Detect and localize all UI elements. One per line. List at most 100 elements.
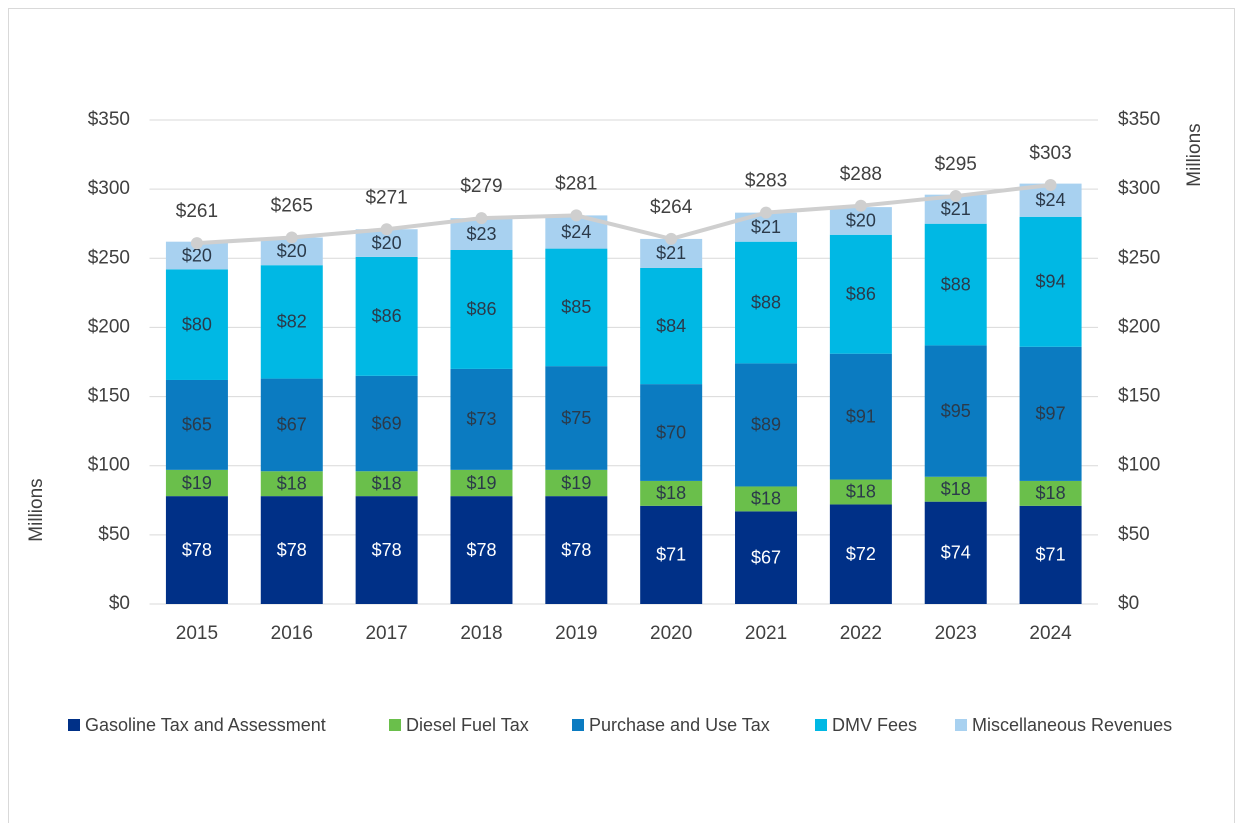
- total-marker: [1044, 178, 1057, 191]
- y2-tick-label: $300: [1118, 178, 1160, 199]
- bar-segment: [829, 234, 892, 354]
- data-label: $20: [182, 245, 212, 265]
- x-tick-label: 2017: [365, 623, 407, 644]
- data-label: $86: [846, 284, 876, 304]
- y-tick-label: $200: [88, 316, 130, 337]
- bar-segment: [640, 505, 703, 604]
- data-label: $82: [277, 312, 307, 332]
- bar-segment: [355, 375, 418, 472]
- bar-segment: [924, 223, 987, 346]
- x-tick-label: 2020: [650, 623, 692, 644]
- y-tick-label: $50: [98, 524, 130, 545]
- bar-segment: [735, 486, 798, 512]
- bar-segment: [450, 249, 513, 369]
- x-tick-label: 2022: [840, 623, 882, 644]
- legend-label: Gasoline Tax and Assessment: [85, 715, 326, 735]
- bar-segment: [450, 469, 513, 497]
- legend-swatch: [572, 719, 584, 731]
- bar-segment: [924, 345, 987, 477]
- data-label: $18: [1036, 483, 1066, 503]
- bar-segment: [640, 384, 703, 481]
- bar-segment: [735, 241, 798, 364]
- data-label: $85: [561, 297, 591, 317]
- bar-segment: [165, 269, 228, 380]
- total-marker: [475, 212, 488, 225]
- data-label: $78: [561, 540, 591, 560]
- data-label: $89: [751, 415, 781, 435]
- data-label: $94: [1036, 272, 1066, 292]
- data-label: $78: [466, 540, 496, 560]
- bar-segment: [165, 379, 228, 470]
- data-label: $69: [372, 413, 402, 433]
- data-label: $78: [182, 540, 212, 560]
- y2-axis-title: Millions: [1184, 123, 1205, 186]
- total-marker: [854, 199, 867, 212]
- total-label: $271: [365, 187, 407, 208]
- data-label: $80: [182, 314, 212, 334]
- legend-swatch: [955, 719, 967, 731]
- x-tick-label: 2016: [271, 623, 313, 644]
- data-label: $19: [466, 473, 496, 493]
- data-label: $86: [372, 306, 402, 326]
- bar-segment: [545, 248, 608, 367]
- bar-segment: [165, 469, 228, 497]
- bar-segment: [640, 267, 703, 385]
- data-label: $24: [1036, 190, 1066, 210]
- bar-segment: [735, 511, 798, 604]
- legend-label: Purchase and Use Tax: [589, 715, 770, 735]
- legend-swatch: [68, 719, 80, 731]
- legend-label: Miscellaneous Revenues: [972, 715, 1172, 735]
- data-label: $20: [277, 241, 307, 261]
- bar-segment: [450, 368, 513, 470]
- bar-segment: [829, 479, 892, 505]
- y-tick-label: $350: [88, 109, 130, 130]
- x-tick-label: 2024: [1029, 623, 1072, 644]
- data-label: $65: [182, 415, 212, 435]
- bar-segment: [1019, 505, 1082, 604]
- data-label: $18: [372, 473, 402, 493]
- total-line: [196, 183, 1051, 246]
- total-label: $283: [745, 171, 787, 192]
- y2-tick-label: $100: [1118, 455, 1160, 476]
- data-label: $20: [372, 233, 402, 253]
- y2-tick-label: $150: [1118, 386, 1160, 407]
- y2-tick-label: $200: [1118, 316, 1160, 337]
- bar-segment: [355, 471, 418, 497]
- bar-segment: [829, 353, 892, 480]
- data-label: $78: [277, 540, 307, 560]
- data-label: $21: [656, 243, 686, 263]
- total-label: $281: [555, 173, 597, 194]
- bar-segment: [735, 363, 798, 487]
- x-tick-label: 2018: [460, 623, 502, 644]
- data-label: $78: [372, 540, 402, 560]
- y2-tick-label: $350: [1118, 109, 1160, 130]
- total-label: $295: [935, 154, 977, 175]
- total-label: $288: [840, 164, 882, 185]
- total-marker: [760, 206, 773, 219]
- x-tick-label: 2019: [555, 623, 597, 644]
- y2-tick-label: $250: [1118, 247, 1160, 268]
- data-label: $74: [941, 543, 971, 563]
- bar-segment: [545, 366, 608, 470]
- data-label: $97: [1036, 404, 1066, 424]
- total-marker: [665, 232, 678, 245]
- legend-swatch: [815, 719, 827, 731]
- data-label: $19: [561, 473, 591, 493]
- bar-segment: [355, 256, 418, 376]
- y2-tick-label: $50: [1118, 524, 1150, 545]
- bar-segment: [829, 504, 892, 604]
- y-tick-label: $100: [88, 455, 130, 476]
- bar-segment: [545, 469, 608, 497]
- data-label: $67: [277, 415, 307, 435]
- data-label: $88: [941, 274, 971, 294]
- x-tick-label: 2021: [745, 623, 787, 644]
- x-tick-label: 2023: [935, 623, 977, 644]
- data-label: $67: [751, 547, 781, 567]
- data-label: $18: [941, 479, 971, 499]
- data-label: $21: [751, 217, 781, 237]
- data-label: $72: [846, 544, 876, 564]
- data-label: $84: [656, 316, 686, 336]
- data-label: $71: [656, 545, 686, 565]
- y-tick-label: $250: [88, 247, 130, 268]
- data-label: $18: [846, 482, 876, 502]
